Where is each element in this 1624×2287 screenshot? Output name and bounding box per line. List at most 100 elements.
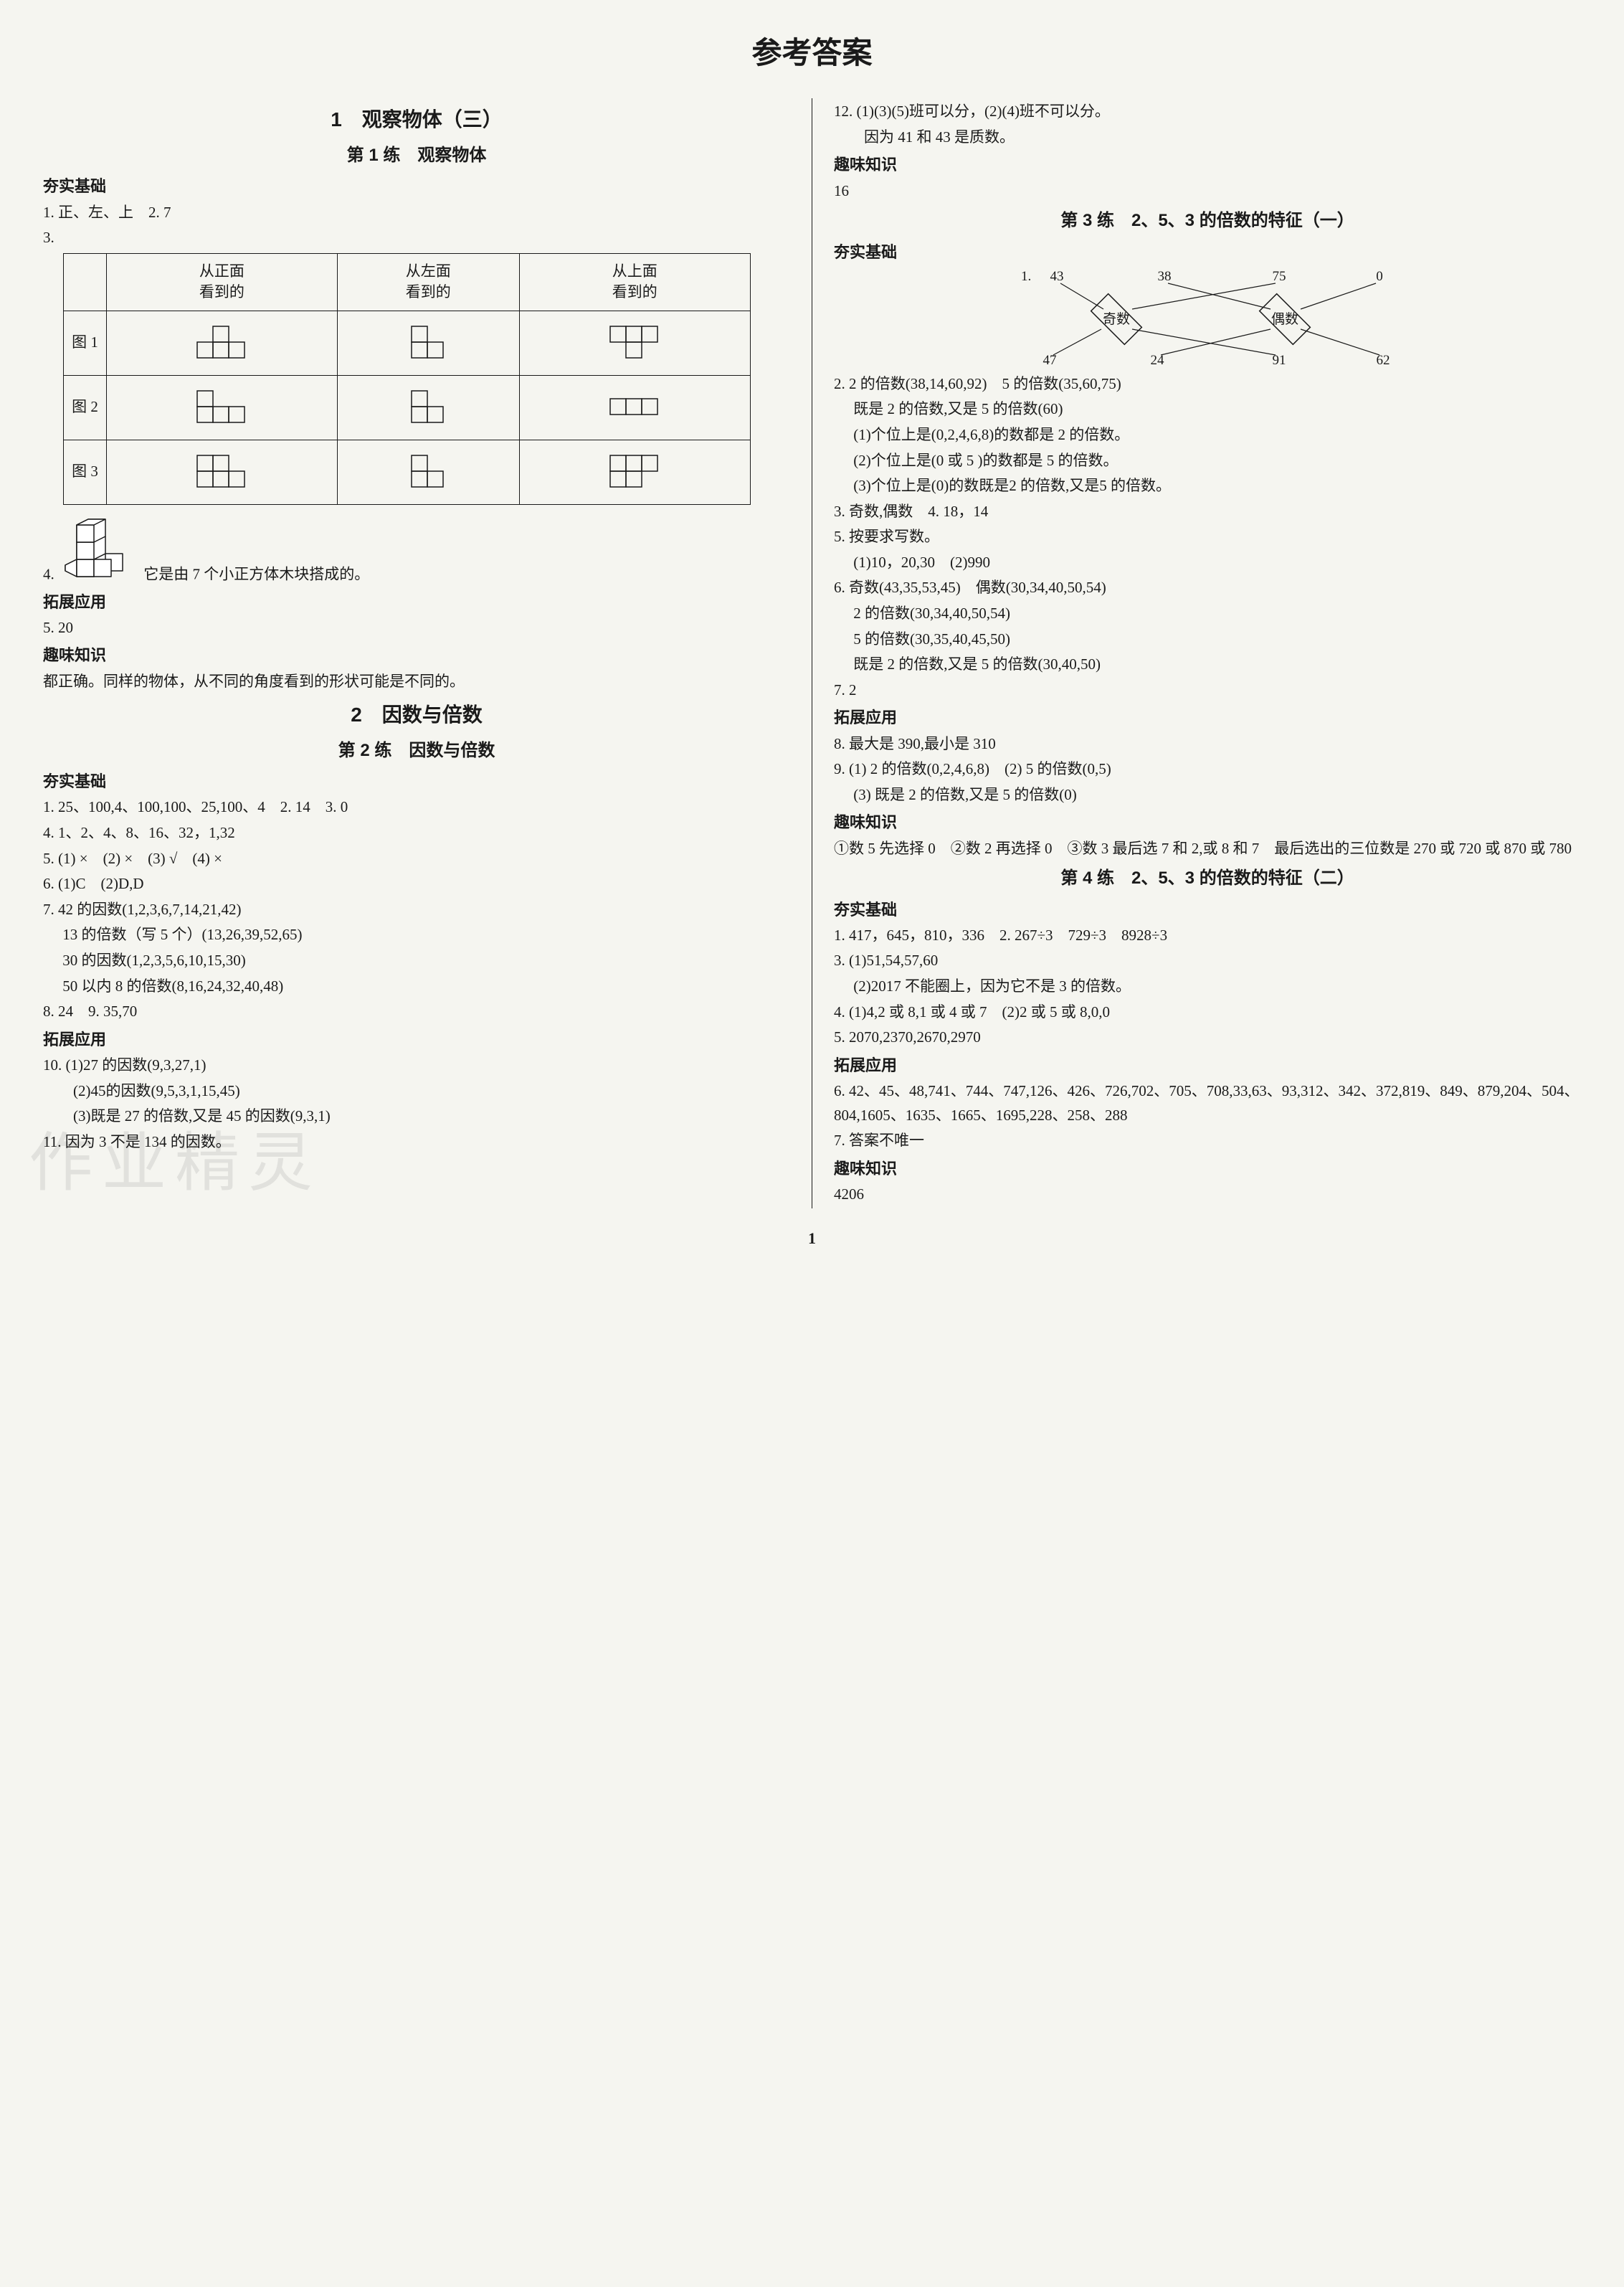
chapter1-title: 1 观察物体（三） (43, 104, 790, 136)
fun1-text: 都正确。同样的物体，从不同的角度看到的形状可能是不同的。 (43, 670, 790, 694)
page-title: 参考答案 (43, 29, 1581, 77)
section-fun-r1: 趣味知识 (834, 152, 1581, 177)
section-basic-4: 夯实基础 (834, 897, 1581, 922)
shape-3-front (107, 440, 338, 504)
table-corner (64, 253, 107, 311)
p2-q5: 5. (1) × (2) × (3) √ (4) × (43, 847, 790, 871)
p2-q7c: 30 的因数(1,2,3,5,6,10,15,30) (43, 949, 790, 973)
p3-q5a: (1)10，20,30 (2)990 (834, 551, 1581, 575)
right-column: 12. (1)(3)(5)班可以分，(2)(4)班不可以分。 因为 41 和 4… (834, 98, 1581, 1208)
p4-q6a: 6. 42、45、48,741、744、747,126、426、726,702、… (834, 1079, 1581, 1127)
p2-q1: 1. 25、100,4、100,100、25,100、4 2. 14 3. 0 (43, 795, 790, 820)
svg-text:43: 43 (1050, 269, 1064, 284)
shape-3-left (337, 440, 519, 504)
svg-text:62: 62 (1377, 353, 1390, 368)
section-basic: 夯实基础 (43, 174, 790, 199)
svg-text:24: 24 (1151, 353, 1165, 368)
p3-q7: 7. 2 (834, 678, 1581, 703)
p3-q9b: (3) 既是 2 的倍数,又是 5 的倍数(0) (834, 783, 1581, 808)
p2-q8: 8. 24 9. 35,70 (43, 1000, 790, 1024)
q4-prefix: 4. (43, 565, 54, 582)
p2-q11: 11. 因为 3 不是 134 的因数。 (43, 1130, 790, 1155)
shape-1-left (337, 311, 519, 375)
p3-q2b: 既是 2 的倍数,又是 5 的倍数(60) (834, 397, 1581, 422)
p3-q6a: 6. 奇数(43,35,53,45) 偶数(30,34,40,50,54) (834, 576, 1581, 600)
table-header-front: 从正面看到的 (107, 253, 338, 311)
cube-stack-icon (58, 515, 137, 587)
view-table: 从正面看到的 从左面看到的 从上面看到的 图 1 (63, 253, 751, 505)
svg-text:偶数: 偶数 (1271, 311, 1298, 327)
p3-q6b: 2 的倍数(30,34,40,50,54) (834, 602, 1581, 626)
table-header-top: 从上面看到的 (519, 253, 750, 311)
row2-label: 图 2 (64, 375, 107, 440)
practice1-title: 第 1 练 观察物体 (43, 142, 790, 169)
p4-q3b: (2)2017 不能圈上，因为它不是 3 的倍数。 (834, 975, 1581, 999)
p3-fun1: ①数 5 先选择 0 ②数 2 再选择 0 ③数 3 最后选 7 和 2,或 8… (834, 837, 1581, 861)
p3-q5: 5. 按要求写数。 (834, 525, 1581, 549)
q4: 4. (43, 511, 790, 587)
q4-text: 它是由 7 个小正方体木块搭成的。 (143, 565, 369, 582)
left-column: 1 观察物体（三） 第 1 练 观察物体 夯实基础 1. 正、左、上 2. 7 … (43, 98, 790, 1208)
p2-q7d: 50 以内 8 的倍数(8,16,24,32,40,48) (43, 975, 790, 999)
svg-text:奇数: 奇数 (1103, 311, 1130, 327)
p3-q6d: 既是 2 的倍数,又是 5 的倍数(30,40,50) (834, 653, 1581, 677)
section-expand-3: 拓展应用 (834, 705, 1581, 730)
shape-3-top (519, 440, 750, 504)
section-basic-2: 夯实基础 (43, 769, 790, 794)
shape-2-top (519, 375, 750, 440)
p2-q7b: 13 的倍数（写 5 个）(13,26,39,52,65) (43, 923, 790, 947)
section-expand: 拓展应用 (43, 589, 790, 615)
page-number: 1 (43, 1226, 1581, 1251)
p3-q2c: (1)个位上是(0,2,4,6,8)的数都是 2 的倍数。 (834, 423, 1581, 448)
section-fun-4: 趣味知识 (834, 1156, 1581, 1181)
p2-q10a: 10. (1)27 的因数(9,3,27,1) (43, 1053, 790, 1078)
section-expand-2: 拓展应用 (43, 1027, 790, 1052)
table-row: 图 3 (64, 440, 751, 504)
practice3-title: 第 3 练 2、5、3 的倍数的特征（一） (834, 207, 1581, 235)
svg-text:47: 47 (1043, 353, 1057, 368)
p4-fun: 4206 (834, 1183, 1581, 1207)
table-row: 图 2 (64, 375, 751, 440)
p2-q6: 6. (1)C (2)D,D (43, 872, 790, 896)
p4-q5: 5. 2070,2370,2670,2970 (834, 1026, 1581, 1050)
section-fun-3: 趣味知识 (834, 810, 1581, 835)
q12a: 12. (1)(3)(5)班可以分，(2)(4)班不可以分。 (834, 100, 1581, 124)
svg-text:75: 75 (1273, 269, 1286, 284)
odd-even-diagram: 1. 43 38 75 0 47 24 91 62 奇数 偶数 (834, 267, 1581, 368)
p4-q4: 4. (1)4,2 或 8,1 或 4 或 7 (2)2 或 5 或 8,0,0 (834, 1000, 1581, 1025)
q5: 5. 20 (43, 616, 790, 640)
shape-1-top (519, 311, 750, 375)
q3-label: 3. (43, 226, 790, 250)
p3-q3: 3. 奇数,偶数 4. 18，14 (834, 500, 1581, 524)
chapter2-title: 2 因数与倍数 (43, 699, 790, 731)
fun-a1: 16 (834, 179, 1581, 204)
shape-1-front (107, 311, 338, 375)
svg-text:0: 0 (1376, 269, 1383, 284)
p3-q2e: (3)个位上是(0)的数既是2 的倍数,又是5 的倍数。 (834, 474, 1581, 498)
row3-label: 图 3 (64, 440, 107, 504)
p3-q2a: 2. 2 的倍数(38,14,60,92) 5 的倍数(35,60,75) (834, 372, 1581, 397)
p3-q6c: 5 的倍数(30,35,40,45,50) (834, 628, 1581, 652)
p2-q4: 4. 1、2、4、8、16、32，1,32 (43, 821, 790, 846)
practice2-title: 第 2 练 因数与倍数 (43, 737, 790, 764)
p2-q10c: (3)既是 27 的倍数,又是 45 的因数(9,3,1) (43, 1104, 790, 1129)
two-column-layout: 1 观察物体（三） 第 1 练 观察物体 夯实基础 1. 正、左、上 2. 7 … (43, 98, 1581, 1208)
shape-2-left (337, 375, 519, 440)
svg-text:38: 38 (1158, 269, 1172, 284)
p2-q7a: 7. 42 的因数(1,2,3,6,7,14,21,42) (43, 898, 790, 922)
q12b: 因为 41 和 43 是质数。 (834, 126, 1581, 150)
p4-q7: 7. 答案不唯一 (834, 1129, 1581, 1153)
p3-q2d: (2)个位上是(0 或 5 )的数都是 5 的倍数。 (834, 449, 1581, 473)
table-header-left: 从左面看到的 (337, 253, 519, 311)
p3-q8: 8. 最大是 390,最小是 310 (834, 732, 1581, 757)
section-expand-4: 拓展应用 (834, 1053, 1581, 1078)
practice4-title: 第 4 练 2、5、3 的倍数的特征（二） (834, 865, 1581, 892)
table-row: 图 1 (64, 311, 751, 375)
p4-q3a: 3. (1)51,54,57,60 (834, 949, 1581, 973)
p4-q1: 1. 417，645，810，336 2. 267÷3 729÷3 8928÷3 (834, 924, 1581, 948)
row1-label: 图 1 (64, 311, 107, 375)
shape-2-front (107, 375, 338, 440)
diag-q1-label: 1. (1021, 269, 1031, 284)
section-fun: 趣味知识 (43, 643, 790, 668)
q1: 1. 正、左、上 2. 7 (43, 201, 790, 225)
